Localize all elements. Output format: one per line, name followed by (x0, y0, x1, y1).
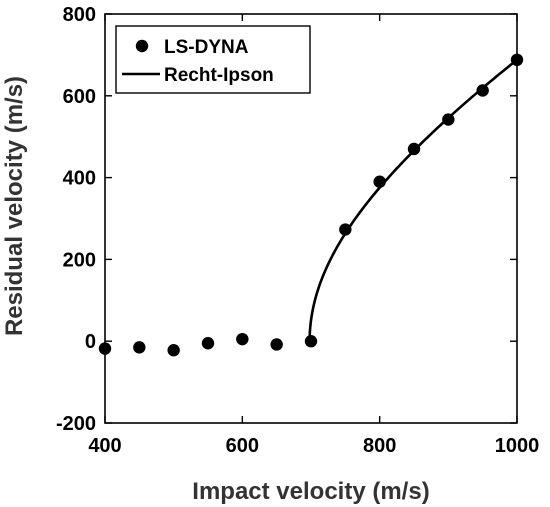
legend-label-recht-ipson: Recht-Ipson (164, 65, 274, 86)
data-point (236, 332, 249, 346)
axes-frame (104, 13, 518, 424)
data-point (407, 142, 421, 156)
y-tick-label: -200 (56, 413, 96, 435)
data-point (167, 343, 180, 357)
y-tick-label: 0 (85, 331, 96, 353)
y-tick-label: 400 (63, 168, 96, 190)
x-tick-label: 800 (363, 435, 396, 457)
data-point (133, 341, 146, 354)
y-tick-label: 600 (63, 86, 96, 108)
data-point (339, 223, 352, 236)
legend-marker-ls-dyna (135, 39, 149, 53)
x-axis-title: Impact velocity (m/s) (192, 478, 429, 505)
x-tick-label: 1000 (495, 435, 540, 457)
series-marker-layer (98, 53, 524, 357)
data-point (476, 84, 489, 97)
x-axis: 400 600 800 1000 (88, 14, 539, 457)
series-line-recht-ipson (308, 58, 518, 342)
data-point (510, 53, 524, 67)
data-point (304, 335, 318, 348)
data-point (373, 175, 386, 188)
data-point (442, 113, 455, 126)
y-tick-label: 800 (63, 4, 96, 26)
series-line-layer (308, 58, 518, 342)
y-axis-title: Residual velocity (m/s) (1, 76, 28, 336)
y-axis: -200 0 200 400 600 800 (56, 4, 517, 435)
legend-label-ls-dyna: LS-DYNA (164, 37, 249, 58)
x-tick-label: 400 (88, 435, 121, 457)
plot-area (104, 13, 518, 424)
data-point (201, 337, 215, 350)
y-tick-label: 200 (63, 249, 96, 271)
legend-box (115, 25, 311, 94)
legend: LS-DYNA Recht-Ipson (115, 25, 311, 94)
data-point (270, 338, 283, 351)
data-point (98, 342, 112, 355)
x-tick-label: 600 (226, 435, 259, 457)
